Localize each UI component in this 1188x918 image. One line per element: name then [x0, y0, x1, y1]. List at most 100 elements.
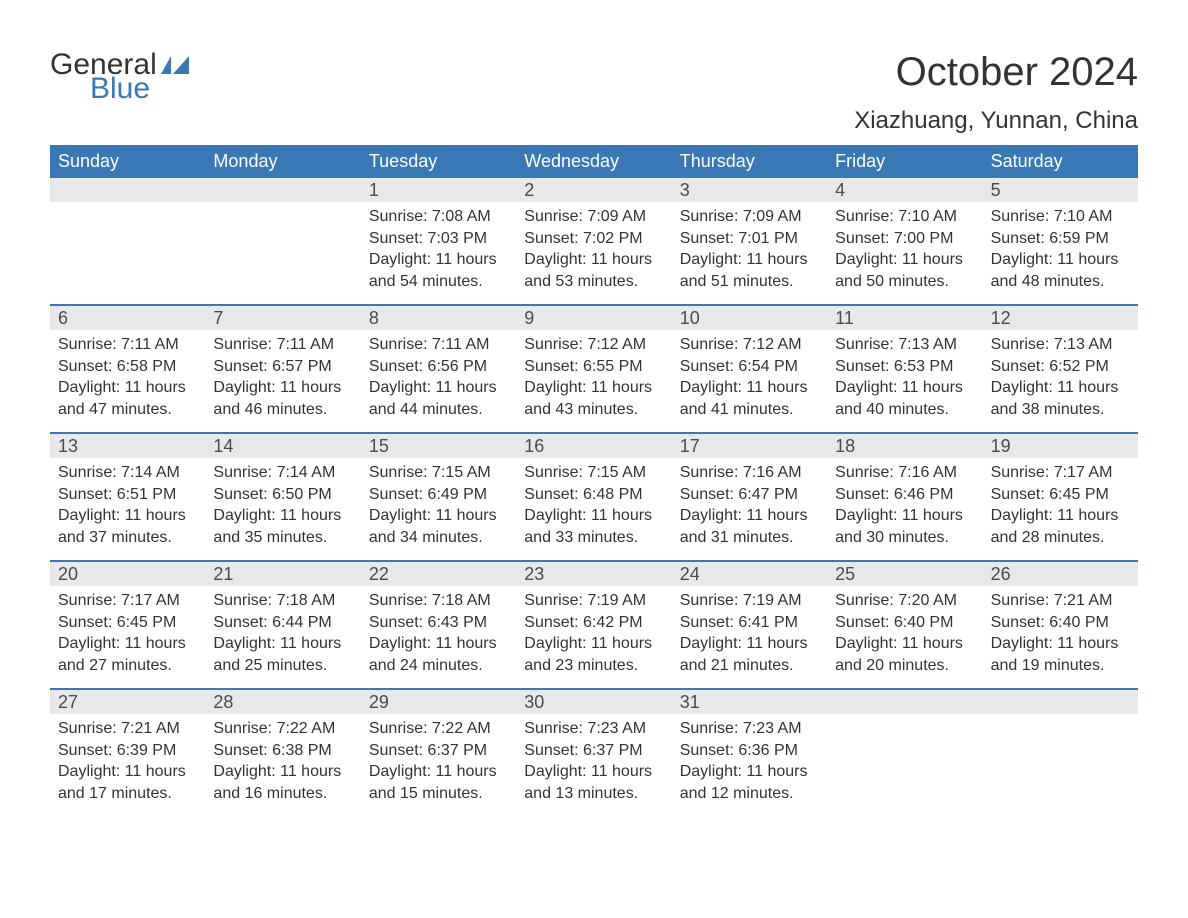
sunset-text: Sunset: 6:57 PM: [213, 356, 352, 378]
day-number: 17: [672, 434, 827, 458]
day-number: [50, 178, 205, 202]
sunset-text: Sunset: 6:58 PM: [58, 356, 197, 378]
day-body: Sunrise: 7:20 AMSunset: 6:40 PMDaylight:…: [827, 586, 982, 676]
sunrise-text: Sunrise: 7:19 AM: [524, 590, 663, 612]
daylight-text: Daylight: 11 hours and 54 minutes.: [369, 249, 508, 292]
flag-icon: [161, 56, 189, 74]
daylight-text: Daylight: 11 hours and 50 minutes.: [835, 249, 974, 292]
sunrise-text: Sunrise: 7:10 AM: [991, 206, 1130, 228]
day-number: 25: [827, 562, 982, 586]
day-cell: 26Sunrise: 7:21 AMSunset: 6:40 PMDayligh…: [983, 562, 1138, 688]
day-body: Sunrise: 7:11 AMSunset: 6:57 PMDaylight:…: [205, 330, 360, 420]
week-row: 6Sunrise: 7:11 AMSunset: 6:58 PMDaylight…: [50, 304, 1138, 432]
sunrise-text: Sunrise: 7:13 AM: [991, 334, 1130, 356]
day-body: Sunrise: 7:12 AMSunset: 6:54 PMDaylight:…: [672, 330, 827, 420]
day-number: 4: [827, 178, 982, 202]
day-body: Sunrise: 7:08 AMSunset: 7:03 PMDaylight:…: [361, 202, 516, 292]
sunset-text: Sunset: 6:59 PM: [991, 228, 1130, 250]
sunrise-text: Sunrise: 7:09 AM: [680, 206, 819, 228]
weekday-header: Friday: [827, 145, 982, 178]
sunset-text: Sunset: 6:53 PM: [835, 356, 974, 378]
day-cell: [983, 690, 1138, 816]
sunset-text: Sunset: 6:39 PM: [58, 740, 197, 762]
day-cell: 30Sunrise: 7:23 AMSunset: 6:37 PMDayligh…: [516, 690, 671, 816]
day-cell: 5Sunrise: 7:10 AMSunset: 6:59 PMDaylight…: [983, 178, 1138, 304]
location-label: Xiazhuang, Yunnan, China: [854, 107, 1138, 135]
sunrise-text: Sunrise: 7:16 AM: [835, 462, 974, 484]
sunset-text: Sunset: 6:46 PM: [835, 484, 974, 506]
day-number: 30: [516, 690, 671, 714]
day-number: 6: [50, 306, 205, 330]
weekday-header: Sunday: [50, 145, 205, 178]
day-body: Sunrise: 7:22 AMSunset: 6:37 PMDaylight:…: [361, 714, 516, 804]
sunset-text: Sunset: 6:37 PM: [524, 740, 663, 762]
day-cell: 1Sunrise: 7:08 AMSunset: 7:03 PMDaylight…: [361, 178, 516, 304]
day-number: [827, 690, 982, 714]
month-title: October 2024: [854, 50, 1138, 95]
brand-word-blue: Blue: [90, 74, 189, 104]
day-number: 19: [983, 434, 1138, 458]
title-block: October 2024 Xiazhuang, Yunnan, China: [854, 50, 1138, 135]
day-cell: 16Sunrise: 7:15 AMSunset: 6:48 PMDayligh…: [516, 434, 671, 560]
weekday-header: Tuesday: [361, 145, 516, 178]
day-number: 11: [827, 306, 982, 330]
sunset-text: Sunset: 6:45 PM: [991, 484, 1130, 506]
daylight-text: Daylight: 11 hours and 34 minutes.: [369, 505, 508, 548]
sunset-text: Sunset: 6:41 PM: [680, 612, 819, 634]
sunset-text: Sunset: 6:51 PM: [58, 484, 197, 506]
daylight-text: Daylight: 11 hours and 35 minutes.: [213, 505, 352, 548]
weekday-header: Monday: [205, 145, 360, 178]
sunrise-text: Sunrise: 7:14 AM: [58, 462, 197, 484]
daylight-text: Daylight: 11 hours and 47 minutes.: [58, 377, 197, 420]
sunrise-text: Sunrise: 7:23 AM: [524, 718, 663, 740]
sunrise-text: Sunrise: 7:18 AM: [369, 590, 508, 612]
sunset-text: Sunset: 7:03 PM: [369, 228, 508, 250]
week-row: 20Sunrise: 7:17 AMSunset: 6:45 PMDayligh…: [50, 560, 1138, 688]
sunrise-text: Sunrise: 7:12 AM: [524, 334, 663, 356]
day-number: 23: [516, 562, 671, 586]
day-number: 27: [50, 690, 205, 714]
day-number: 2: [516, 178, 671, 202]
day-cell: 11 Sunrise: 7:13 AMSunset: 6:53 PMDayligh…: [827, 306, 982, 432]
sunrise-text: Sunrise: 7:15 AM: [369, 462, 508, 484]
day-cell: 17Sunrise: 7:16 AMSunset: 6:47 PMDayligh…: [672, 434, 827, 560]
sunset-text: Sunset: 6:38 PM: [213, 740, 352, 762]
day-body: Sunrise: 7:16 AMSunset: 6:47 PMDaylight:…: [672, 458, 827, 548]
day-cell: [205, 178, 360, 304]
day-body: Sunrise: 7:21 AMSunset: 6:40 PMDaylight:…: [983, 586, 1138, 676]
day-cell: 24Sunrise: 7:19 AMSunset: 6:41 PMDayligh…: [672, 562, 827, 688]
sunrise-text: Sunrise: 7:16 AM: [680, 462, 819, 484]
day-cell: [50, 178, 205, 304]
day-cell: 28Sunrise: 7:22 AMSunset: 6:38 PMDayligh…: [205, 690, 360, 816]
daylight-text: Daylight: 11 hours and 48 minutes.: [991, 249, 1130, 292]
sunrise-text: Sunrise: 7:10 AM: [835, 206, 974, 228]
week-row: 1Sunrise: 7:08 AMSunset: 7:03 PMDaylight…: [50, 178, 1138, 304]
day-number: 28: [205, 690, 360, 714]
sunrise-text: Sunrise: 7:13 AM: [835, 334, 974, 356]
daylight-text: Daylight: 11 hours and 28 minutes.: [991, 505, 1130, 548]
day-number: 7: [205, 306, 360, 330]
sunrise-text: Sunrise: 7:11 AM: [58, 334, 197, 356]
daylight-text: Daylight: 11 hours and 27 minutes.: [58, 633, 197, 676]
day-number: 12: [983, 306, 1138, 330]
sunset-text: Sunset: 6:47 PM: [680, 484, 819, 506]
sunrise-text: Sunrise: 7:08 AM: [369, 206, 508, 228]
day-number: 9: [516, 306, 671, 330]
day-cell: 2Sunrise: 7:09 AMSunset: 7:02 PMDaylight…: [516, 178, 671, 304]
day-cell: 6 Sunrise: 7:11 AMSunset: 6:58 PMDaylight…: [50, 306, 205, 432]
daylight-text: Daylight: 11 hours and 19 minutes.: [991, 633, 1130, 676]
sunset-text: Sunset: 6:43 PM: [369, 612, 508, 634]
daylight-text: Daylight: 11 hours and 40 minutes.: [835, 377, 974, 420]
day-body: Sunrise: 7:19 AMSunset: 6:42 PMDaylight:…: [516, 586, 671, 676]
sunrise-text: Sunrise: 7:11 AM: [213, 334, 352, 356]
day-cell: 29Sunrise: 7:22 AMSunset: 6:37 PMDayligh…: [361, 690, 516, 816]
weekday-header: Thursday: [672, 145, 827, 178]
day-number: 8: [361, 306, 516, 330]
daylight-text: Daylight: 11 hours and 33 minutes.: [524, 505, 663, 548]
day-body: Sunrise: 7:18 AMSunset: 6:43 PMDaylight:…: [361, 586, 516, 676]
day-cell: [827, 690, 982, 816]
day-number: 13: [50, 434, 205, 458]
day-body: Sunrise: 7:17 AMSunset: 6:45 PMDaylight:…: [50, 586, 205, 676]
sunrise-text: Sunrise: 7:20 AM: [835, 590, 974, 612]
day-cell: 23Sunrise: 7:19 AMSunset: 6:42 PMDayligh…: [516, 562, 671, 688]
